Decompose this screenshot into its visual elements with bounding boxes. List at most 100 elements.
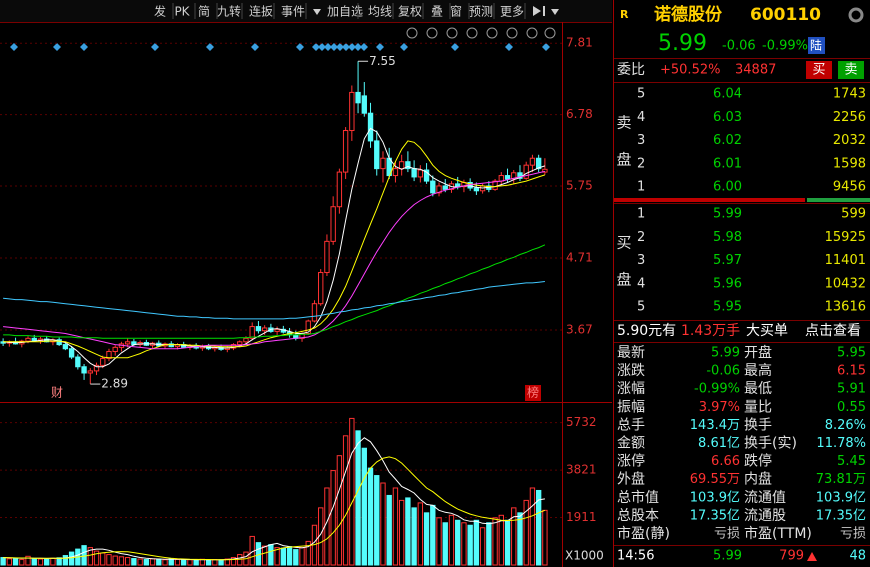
volume-bar xyxy=(31,558,37,566)
event-marker xyxy=(451,43,459,51)
candle-body xyxy=(75,356,81,368)
candle-body xyxy=(336,171,343,208)
stat-label: 最低 xyxy=(744,381,772,397)
toolbar-button[interactable]: 均线 xyxy=(368,5,392,19)
toolbar-button[interactable]: 窗 xyxy=(450,5,462,19)
volume-bar xyxy=(498,514,504,566)
stat-value: 103.9亿 xyxy=(690,490,740,505)
candle-body xyxy=(324,240,330,274)
stat-value: 17.35亿 xyxy=(690,508,740,523)
book-price: 5.96 xyxy=(713,276,742,291)
stat-label: 市盈(TTM) xyxy=(744,525,812,542)
event-label: 财 xyxy=(51,386,63,400)
ratio-label: 委比 xyxy=(617,62,645,78)
book-level: 1 xyxy=(637,207,645,222)
toolbar-button[interactable]: 九转 xyxy=(217,4,241,19)
bid-label: 盘 xyxy=(616,271,631,289)
settings-icon[interactable] xyxy=(848,7,864,23)
candle-body xyxy=(529,157,536,166)
stat-label: 换手 xyxy=(744,416,772,433)
volume-bar xyxy=(374,475,380,566)
volume-bar xyxy=(336,455,343,566)
sell-button[interactable]: 卖 xyxy=(844,63,857,78)
candle-body xyxy=(305,320,311,334)
book-level: 2 xyxy=(637,230,645,245)
tool-icon[interactable] xyxy=(486,27,498,39)
y-tick-label: 4.71 xyxy=(566,250,593,264)
volume-bar xyxy=(461,522,467,566)
volume-bar xyxy=(205,559,212,566)
book-price: 5.97 xyxy=(713,253,742,268)
big-order-text[interactable]: 点击查看 xyxy=(805,323,861,339)
toolbar-button[interactable]: 更多 xyxy=(500,5,524,19)
play-icon[interactable] xyxy=(533,6,545,16)
candle-body xyxy=(237,341,243,346)
tool-icon[interactable] xyxy=(526,27,538,39)
book-level: 1 xyxy=(637,180,645,195)
toolbar-button[interactable]: PK xyxy=(174,5,190,19)
toolbar-button[interactable]: 预测 xyxy=(469,5,493,19)
toolbar-button[interactable]: 发 xyxy=(154,4,166,19)
volume-bar xyxy=(6,558,13,566)
stat-label: 流通股 xyxy=(744,508,786,524)
volume-bar xyxy=(274,547,280,566)
volume-bar xyxy=(37,558,44,566)
volume-bar xyxy=(430,504,436,566)
tool-icon[interactable] xyxy=(406,27,418,39)
buy-button[interactable]: 买 xyxy=(812,63,825,78)
volume-bar xyxy=(56,557,62,566)
volume-bar xyxy=(187,559,193,566)
candle-body xyxy=(112,346,118,353)
volume-bar xyxy=(423,512,430,566)
candle-body xyxy=(492,180,498,190)
volume-bar xyxy=(149,558,156,566)
tool-icon[interactable] xyxy=(426,27,438,39)
buy-button-bg[interactable] xyxy=(806,61,832,79)
volume-bar xyxy=(0,557,6,566)
book-price: 6.01 xyxy=(713,156,742,171)
ratio-bar-buy xyxy=(614,198,805,202)
event-marker xyxy=(348,43,356,51)
stat-value: 8.61亿 xyxy=(698,436,740,451)
event-marker xyxy=(151,43,159,51)
toolbar-button[interactable]: 加自选 xyxy=(327,5,363,19)
tool-icon[interactable] xyxy=(544,27,556,39)
y-tick-label: 7.81 xyxy=(566,36,593,50)
sell-button-bg[interactable] xyxy=(838,61,864,79)
toolbar-button[interactable]: 事件 xyxy=(281,5,305,19)
book-volume: 15925 xyxy=(825,230,866,245)
dropdown-icon[interactable] xyxy=(551,9,559,15)
event-marker xyxy=(10,43,18,51)
candle-body xyxy=(523,164,529,179)
stat-label: 涨跌 xyxy=(617,363,645,379)
change-pct: -0.99% xyxy=(762,39,808,54)
volume-average-line xyxy=(3,437,545,561)
toolbar-button[interactable]: 连扳 xyxy=(249,4,273,19)
tool-icon[interactable] xyxy=(446,27,458,39)
book-level: 4 xyxy=(637,110,645,125)
stat-label: 总市值 xyxy=(617,489,659,506)
book-price: 6.03 xyxy=(713,110,742,125)
event-marker xyxy=(376,43,384,51)
candle-body xyxy=(68,348,75,358)
toolbar-button[interactable]: 复权 xyxy=(398,5,422,19)
candle-body xyxy=(542,168,548,173)
volume-bar xyxy=(162,559,168,566)
volume-bar xyxy=(535,489,542,566)
tool-icon[interactable] xyxy=(506,27,518,39)
candle-body xyxy=(535,157,542,170)
dropdown-icon[interactable] xyxy=(313,9,321,15)
candle-body xyxy=(436,185,442,194)
tick-text: 799 xyxy=(779,549,804,564)
toolbar-button[interactable]: 简 xyxy=(198,5,210,19)
toolbar-button[interactable]: 叠 xyxy=(431,5,443,19)
candle-body xyxy=(349,91,355,132)
volume-bar xyxy=(174,559,181,566)
book-volume: 11401 xyxy=(825,253,866,268)
tool-icon[interactable] xyxy=(466,27,478,39)
volume-bar xyxy=(529,487,536,566)
ratio-bar-sell xyxy=(807,198,870,202)
candle-body xyxy=(168,343,174,348)
volume-bar xyxy=(542,509,548,566)
